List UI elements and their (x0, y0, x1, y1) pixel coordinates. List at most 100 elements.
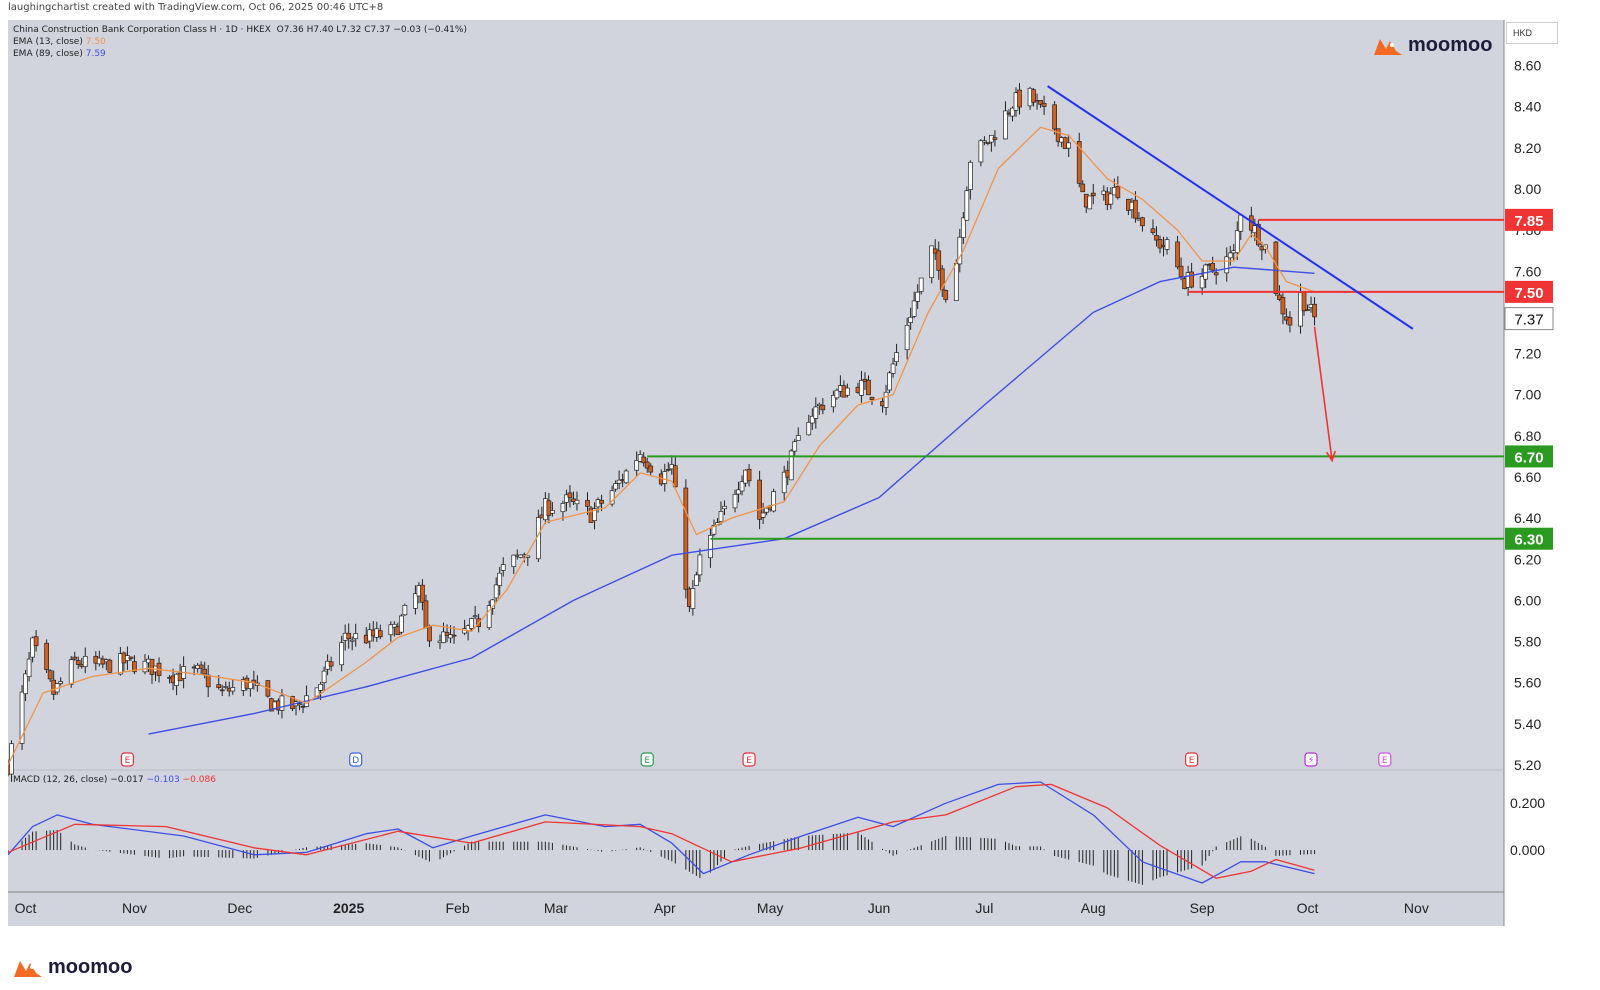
candle-body (809, 415, 815, 424)
candle-body (634, 460, 640, 471)
candle-body (441, 631, 446, 643)
ema89-label: EMA (89, close) (13, 49, 83, 59)
candle-body (198, 664, 204, 669)
candle-body (1227, 252, 1233, 259)
candle-body (936, 250, 942, 271)
candle-body (1287, 317, 1293, 326)
macd-hist-value: −0.017 (110, 775, 144, 785)
ema89-value: 7.59 (85, 49, 106, 59)
candle-body (609, 490, 615, 505)
candle-body (413, 593, 418, 609)
price-tick-label: 6.80 (1514, 428, 1541, 444)
candle-body (665, 468, 671, 471)
candle-body (806, 422, 812, 436)
event-marker (349, 752, 363, 767)
candle-body (353, 633, 359, 639)
candle-body (33, 636, 39, 647)
candle-body (1080, 183, 1086, 193)
candle-body (592, 508, 597, 521)
time-tick-label: Feb (445, 900, 469, 916)
candle-body (1108, 193, 1114, 205)
candle-body (739, 481, 745, 492)
candle-body (1238, 214, 1244, 232)
candle-body (887, 372, 892, 391)
candle-body (23, 673, 28, 695)
moomoo-wordmark: moomoo (1408, 34, 1493, 56)
candle-body (831, 395, 836, 408)
price-tick-label: 5.60 (1514, 675, 1541, 691)
price-axis-panel (1504, 20, 1560, 926)
candle-body (420, 584, 425, 603)
candle-body (985, 142, 991, 144)
level-tag-7.85 (1505, 208, 1553, 231)
candle-body (1031, 89, 1036, 103)
price-tick-label: 7.60 (1514, 263, 1541, 279)
projection-arrow-head (1325, 450, 1336, 463)
price-tick-label: 8.00 (1514, 181, 1541, 197)
price-tick-label: 6.20 (1514, 551, 1541, 567)
candle-body (1010, 107, 1015, 117)
candle-body (736, 489, 741, 495)
candle-body (957, 236, 963, 265)
candle-body (662, 471, 668, 484)
candle-body (451, 634, 457, 637)
candle-body (321, 670, 327, 684)
candle-body (1305, 309, 1310, 311)
candle-body (1164, 239, 1170, 250)
candle-body (1199, 275, 1205, 289)
candle-body (486, 605, 492, 629)
candle-body (58, 681, 64, 684)
candle-body (911, 300, 917, 317)
candle-body (929, 245, 935, 278)
candle-body (690, 588, 696, 609)
candle-body (613, 483, 618, 490)
candle-body (760, 512, 766, 518)
price-tick-label: 5.40 (1514, 716, 1541, 732)
candle-body (834, 389, 840, 399)
ema89-line (148, 266, 1315, 735)
last-price-label: 7.37 (1514, 312, 1543, 329)
time-tick-label: Oct (1297, 900, 1319, 916)
candle-body (953, 263, 959, 301)
event-marker-label: E (1189, 756, 1195, 766)
time-tick-label: May (757, 900, 783, 916)
event-marker-label: E (644, 756, 650, 766)
candle-body (44, 642, 49, 670)
candle-body (391, 623, 397, 628)
candle-body (1017, 89, 1022, 108)
chart-area[interactable]: 8.608.408.208.007.807.607.407.207.006.80… (8, 20, 1560, 926)
candle-body (1066, 142, 1072, 149)
candle-body (444, 632, 450, 636)
candle-body (564, 494, 569, 503)
candle-body (708, 534, 713, 559)
currency-label[interactable]: HKD (1506, 22, 1558, 44)
event-marker-label: E (1382, 756, 1388, 766)
candle-body (788, 450, 794, 481)
candle-body (427, 626, 432, 642)
candle-body (1150, 228, 1156, 233)
time-tick-label: Nov (1404, 900, 1429, 916)
candle-body (497, 572, 503, 586)
event-marker-label: D (352, 756, 359, 766)
level-tag-label: 6.30 (1514, 532, 1543, 549)
time-tick-label: Mar (544, 900, 568, 916)
symbol-label: China Construction Bank Corporation Clas… (13, 25, 271, 35)
candle-body (683, 487, 689, 590)
candle-body (1154, 235, 1159, 241)
candle-body (845, 387, 850, 396)
price-chart[interactable]: 8.608.408.208.007.807.607.407.207.006.80… (8, 20, 1560, 926)
candle-body (247, 682, 253, 690)
time-tick-label: Apr (654, 900, 676, 916)
candle-body (1178, 265, 1184, 277)
candle-body (908, 316, 913, 323)
signal-line (8, 783, 1315, 879)
event-marker (1185, 752, 1199, 767)
candle-body (722, 505, 727, 510)
candle-body (118, 653, 123, 675)
ema13-value: 7.50 (85, 37, 106, 47)
candle-body (781, 471, 787, 494)
candle-body (388, 624, 394, 636)
macd-signal-value: −0.086 (182, 775, 216, 785)
macd-line-value: −0.103 (146, 775, 180, 785)
downtrend-line (1047, 85, 1414, 330)
